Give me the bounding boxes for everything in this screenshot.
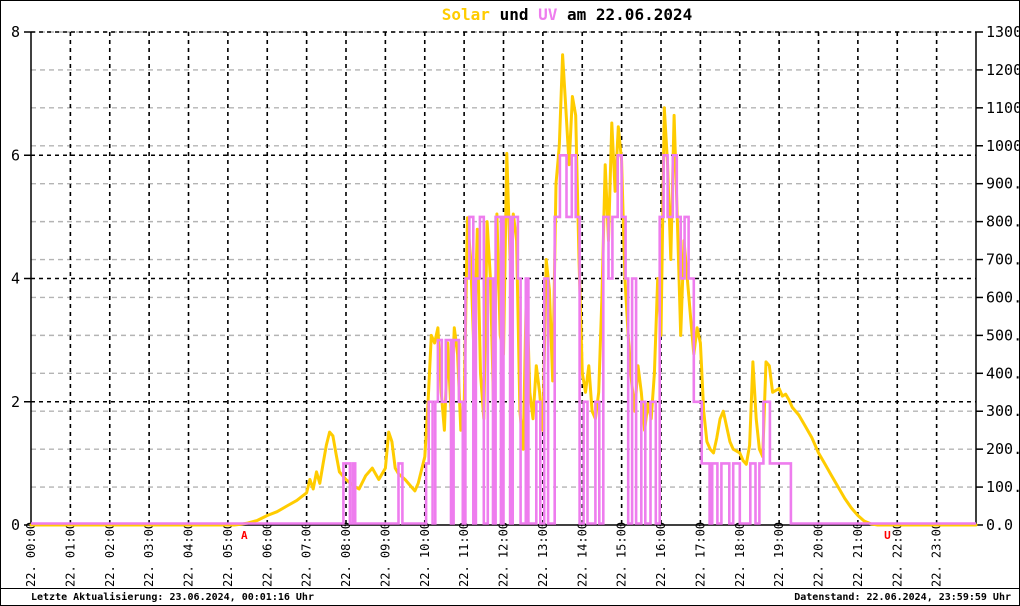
y-right-tick-label: 300.0 bbox=[986, 402, 1020, 420]
chart-title: Solar und UV am 22.06.2024 bbox=[442, 5, 692, 24]
x-tick-label: 22. 16:00 bbox=[654, 522, 668, 587]
x-tick-label: 22. 03:00 bbox=[142, 522, 156, 587]
solar-line bbox=[29, 53, 978, 527]
y-left-tick-label: 8 bbox=[11, 23, 20, 41]
x-tick-label: 22. 02:00 bbox=[103, 522, 117, 587]
x-tick-label: 22. 10:00 bbox=[418, 522, 432, 587]
y-right-tick-label: 900.0 bbox=[986, 175, 1020, 193]
x-tick-label: 22. 18:00 bbox=[733, 522, 747, 587]
y-left-tick-label: 2 bbox=[11, 393, 20, 411]
data-timestamp-text: Datenstand: 22.06.2024, 23:59:59 Uhr bbox=[794, 591, 1011, 603]
x-tick-label: 22. 20:00 bbox=[812, 522, 826, 587]
x-tick-label: 22. 12:00 bbox=[497, 522, 511, 587]
y-left-tick-label: 6 bbox=[11, 146, 20, 164]
x-tick-label: 22. 00:00 bbox=[24, 522, 38, 587]
x-tick-label: 22. 06:00 bbox=[260, 522, 274, 587]
x-tick-label: 22. 21:00 bbox=[851, 522, 865, 587]
solar-uv-chart: 0 2 4 6 8 0.0 100.0 200.0 300.0 400.0 500.0 600.0 70… bbox=[11, 5, 1020, 587]
uv-step-line bbox=[31, 154, 976, 525]
sun-marker-u: U bbox=[884, 529, 891, 542]
y-right-tick-label: 1300.0 bbox=[986, 23, 1020, 41]
x-tick-label: 22. 13:00 bbox=[536, 522, 550, 587]
x-tick-label: 22. 17:00 bbox=[693, 522, 707, 587]
y-right-tick-label: 1000.0 bbox=[986, 137, 1020, 155]
x-tick-label: 22. 07:00 bbox=[300, 522, 314, 587]
x-tick-label: 22. 11:00 bbox=[457, 522, 471, 587]
y-right-tick-label: 600.0 bbox=[986, 288, 1020, 306]
y-right-tick-label: 1200.0 bbox=[986, 61, 1020, 79]
x-tick-label: 22. 05:00 bbox=[221, 522, 235, 587]
status-bar: Letzte Aktualisierung: 23.06.2024, 00:01… bbox=[1, 588, 1019, 605]
x-tick-label: 22. 15:00 bbox=[615, 522, 629, 587]
x-tick-label: 22. 01:00 bbox=[63, 522, 77, 587]
x-tick-label: 22. 09:00 bbox=[378, 522, 392, 587]
y-right-tick-label: 700.0 bbox=[986, 251, 1020, 269]
y-right-tick-label: 100.0 bbox=[986, 478, 1020, 496]
y-right-tick-label: 500.0 bbox=[986, 326, 1020, 344]
y-right-tick-label: 400.0 bbox=[986, 364, 1020, 382]
x-tick-label: 22. 08:00 bbox=[339, 522, 353, 587]
last-update-text: Letzte Aktualisierung: 23.06.2024, 00:01… bbox=[31, 591, 314, 603]
x-tick-label: 22. 04:00 bbox=[182, 522, 196, 587]
y-left-tick-label: 0 bbox=[11, 516, 20, 534]
sun-marker-a: A bbox=[241, 529, 248, 542]
x-tick-label: 22. 22:00 bbox=[890, 522, 904, 587]
y-right-tick-label: 200.0 bbox=[986, 440, 1020, 458]
x-tick-label: 22. 23:00 bbox=[930, 522, 944, 587]
x-tick-label: 22. 14:00 bbox=[575, 522, 589, 587]
y-right-tick-label: 0.0 bbox=[986, 516, 1013, 534]
y-right-tick-label: 1100.0 bbox=[986, 99, 1020, 117]
y-left-tick-label: 4 bbox=[11, 270, 20, 288]
y-right-tick-label: 800.0 bbox=[986, 213, 1020, 231]
x-tick-label: 22. 19:00 bbox=[772, 522, 786, 587]
